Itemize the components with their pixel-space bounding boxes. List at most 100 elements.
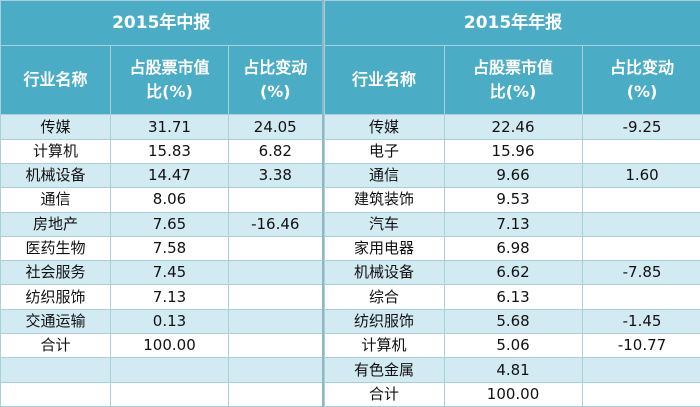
cell: 6.62 (443, 260, 583, 286)
cell: 计算机 (0, 138, 111, 165)
cell: 纺织服饰 (0, 284, 111, 310)
header-line: 占股票市值 (473, 57, 554, 77)
data-row: 交通运输 0.13 (0, 308, 324, 335)
cell (581, 138, 700, 165)
cell: 24.05 (227, 114, 324, 140)
cell (110, 357, 229, 383)
cell: 医药生物 (0, 235, 111, 262)
data-row: 传媒 31.71 24.05 (0, 114, 324, 140)
cell: -9.25 (581, 114, 700, 140)
cell: 0.13 (110, 308, 229, 335)
table-mid-year: 2015年中报 行业名称 占股票市值 比(%) 占比变动 (%) 传媒 31.71 24.05 计… (0, 0, 324, 407)
column-header: 占比变动 (%) (227, 44, 324, 116)
data-row: 合计 100.00 (0, 333, 324, 359)
data-row: 电子 15.96 (323, 138, 700, 165)
cell: 7.13 (110, 284, 229, 310)
cell: 1.60 (581, 162, 700, 189)
cell (581, 357, 700, 383)
header-line: (%) (259, 81, 291, 101)
table-annual: 2015年年报 行业名称 占股票市值 比(%) 占比变动 (%) 传媒 22.46 -9.25 电… (323, 0, 700, 407)
data-row: 建筑装饰 9.53 (323, 187, 700, 213)
header-row: 行业名称 占股票市值 比(%) 占比变动 (%) (0, 44, 324, 116)
cell: 100.00 (110, 333, 229, 359)
cell: 有色金属 (323, 357, 445, 383)
cell: 6.98 (443, 235, 583, 262)
data-row: 汽车 7.13 (323, 211, 700, 237)
cell (227, 235, 324, 262)
data-row: 有色金属 4.81 (323, 357, 700, 383)
cell (227, 308, 324, 335)
title-row: 2015年年报 (323, 0, 700, 46)
cell: 家用电器 (323, 235, 445, 262)
cell (227, 284, 324, 310)
cell (581, 187, 700, 213)
data-row: 传媒 22.46 -9.25 (323, 114, 700, 140)
header-line: 占股票市值 (129, 57, 210, 77)
cell: 9.66 (443, 162, 583, 189)
column-header: 占股票市值比(%) (110, 44, 229, 116)
data-row: 合计 100.00 (323, 381, 700, 407)
data-row (0, 357, 324, 383)
cell: 建筑装饰 (323, 187, 445, 213)
cell: 6.82 (227, 138, 324, 165)
data-row: 社会服务 7.45 (0, 260, 324, 286)
cell: -7.85 (581, 260, 700, 286)
header-line: 行业名称 (23, 69, 88, 89)
data-row: 纺织服饰 7.13 (0, 284, 324, 310)
cell: 7.13 (443, 211, 583, 237)
data-row: 计算机 15.83 6.82 (0, 138, 324, 165)
data-row: 计算机 5.06 -10.77 (323, 333, 700, 359)
cell (581, 211, 700, 237)
header-line: 行业名称 (352, 69, 417, 89)
header-line: 比(%) (489, 81, 537, 101)
data-row (0, 381, 324, 407)
cell: 15.96 (443, 138, 583, 165)
cell (581, 284, 700, 310)
column-header: 占比变动 (%) (581, 44, 700, 116)
table-title: 2015年中报 (0, 0, 324, 46)
data-row: 家用电器 6.98 (323, 235, 700, 262)
cell: -16.46 (227, 211, 324, 237)
cell: 合计 (323, 381, 445, 407)
cell: 14.47 (110, 162, 229, 189)
cell: 8.06 (110, 187, 229, 213)
data-row: 机械设备 14.47 3.38 (0, 162, 324, 189)
cell: 通信 (0, 187, 111, 213)
column-header: 行业名称 (323, 44, 445, 116)
cell (227, 381, 324, 407)
cell: 机械设备 (323, 260, 445, 286)
data-row: 房地产 7.65 -16.46 (0, 211, 324, 237)
cell: 合计 (0, 333, 111, 359)
cell (227, 260, 324, 286)
cell: 电子 (323, 138, 445, 165)
cell: 100.00 (443, 381, 583, 407)
data-row: 通信 9.66 1.60 (323, 162, 700, 189)
cell: 6.13 (443, 284, 583, 310)
cell (227, 357, 324, 383)
cell: 15.83 (110, 138, 229, 165)
cell (0, 357, 111, 383)
cell: 汽车 (323, 211, 445, 237)
cell: 传媒 (0, 114, 111, 140)
cell: 综合 (323, 284, 445, 310)
cell: -1.45 (581, 308, 700, 335)
cell: 31.71 (110, 114, 229, 140)
cell: 计算机 (323, 333, 445, 359)
cell: -10.77 (581, 333, 700, 359)
cell: 7.58 (110, 235, 229, 262)
table-title: 2015年年报 (323, 0, 700, 46)
cell (227, 333, 324, 359)
column-header: 占股票市值比(%) (443, 44, 583, 116)
cell: 房地产 (0, 211, 111, 237)
cell: 5.06 (443, 333, 583, 359)
cell: 22.46 (443, 114, 583, 140)
cell (0, 381, 111, 407)
cell: 7.65 (110, 211, 229, 237)
data-row: 机械设备 6.62 -7.85 (323, 260, 700, 286)
cell: 机械设备 (0, 162, 111, 189)
cell: 社会服务 (0, 260, 111, 286)
header-line: 比(%) (146, 81, 193, 101)
cell: 纺织服饰 (323, 308, 445, 335)
